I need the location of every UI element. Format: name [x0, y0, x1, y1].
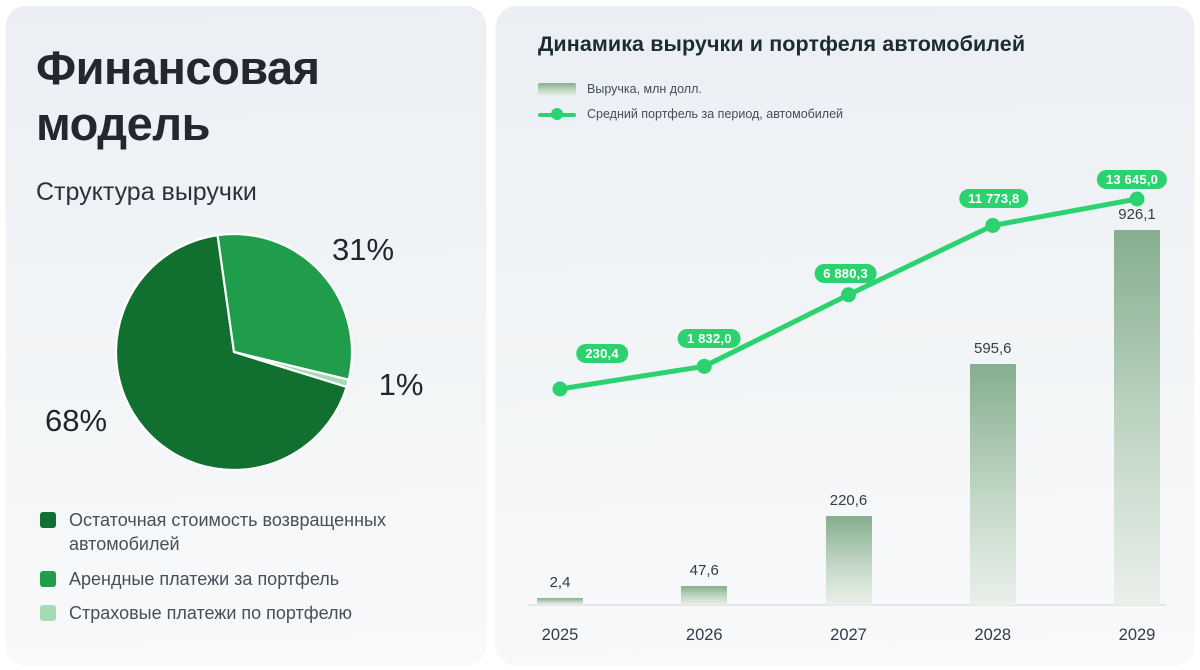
- legend-item-portfolio: Средний портфель за период, автомобилей: [538, 107, 843, 121]
- pie-slice: [232, 350, 350, 388]
- line-value-badge: 230,4: [576, 344, 628, 363]
- legend-item: Остаточная стоимость возвращенных автомо…: [40, 509, 450, 557]
- line-value-badge: 1 832,0: [677, 329, 741, 349]
- left-panel: Финансовая модель Структура выручки 68% 3…: [6, 6, 486, 664]
- legend-item-label: Страховые платежи по портфелю: [69, 603, 352, 624]
- combo-chart-legend: Выручка, млн долл. Средний портфель за пе…: [538, 82, 843, 121]
- bar-value-label: 2,4: [549, 574, 571, 591]
- bar-series-swatch: [538, 82, 576, 96]
- revenue-bar: [681, 585, 728, 605]
- bar-value-label: 47,6: [689, 561, 719, 579]
- legend-swatch: [40, 512, 56, 528]
- right-panel: Динамика выручки и портфеля автомобилей …: [496, 6, 1194, 664]
- pie-percent-label: 68%: [44, 403, 108, 438]
- line-point: [552, 381, 568, 397]
- line-point: [1129, 191, 1145, 207]
- x-axis-label: 2025: [541, 626, 579, 644]
- x-axis-label: 2029: [1118, 626, 1156, 644]
- x-axis-label: 2026: [685, 626, 723, 644]
- revenue-bar: [537, 598, 583, 605]
- x-axis-label: 2027: [830, 626, 867, 644]
- pie-chart: [114, 232, 354, 472]
- legend-item-label: Остаточная стоимость возвращенных автомо…: [69, 510, 386, 554]
- revenue-bar: [825, 515, 872, 605]
- legend-item-label: Выручка, млн долл.: [587, 82, 702, 96]
- legend-item-label: Средний портфель за период, автомобилей: [587, 107, 844, 121]
- line-point: [985, 217, 1001, 233]
- legend-item-revenue: Выручка, млн долл.: [538, 82, 843, 96]
- pie-slice: [114, 234, 348, 472]
- line-series-swatch: [538, 108, 576, 121]
- revenue-bar: [1114, 230, 1160, 605]
- legend-swatch: [40, 605, 56, 622]
- combo-chart-plot: 2,4 2025 47,6 2026 220,6 2027 595,6 2028 926,1 20…: [496, 6, 1194, 664]
- revenue-bar: [969, 363, 1016, 605]
- pie-section-title: Структура выручки: [36, 178, 257, 206]
- x-axis-line: [528, 604, 1166, 606]
- line-value-badge: 13 645,0: [1096, 169, 1168, 189]
- legend-item: Страховые платежи по портфелю: [40, 602, 450, 626]
- line-swatch-dot: [551, 108, 563, 120]
- legend-item: Арендные платежи за портфель: [40, 568, 450, 592]
- bar-value-label: 220,6: [829, 491, 868, 509]
- pie-percent-label: 31%: [331, 232, 395, 267]
- legend-swatch: [40, 570, 56, 587]
- line-value-badge: 11 773,8: [959, 189, 1029, 209]
- line-point: [841, 287, 856, 303]
- line-value-badge: 6 880,3: [814, 263, 877, 283]
- line-path: [557, 196, 1140, 392]
- x-axis-label: 2028: [974, 626, 1012, 644]
- pie-percent-label: 1%: [378, 367, 424, 402]
- bar-value-label: 926,1: [1118, 206, 1156, 223]
- legend-item-label: Арендные платежи за портфель: [69, 568, 340, 589]
- line-point: [696, 358, 712, 374]
- page-title: Финансовая модель: [36, 41, 320, 150]
- pie-slice: [216, 232, 354, 381]
- combo-chart-title: Динамика выручки и портфеля автомобилей: [538, 32, 1026, 56]
- pie-legend: Остаточная стоимость возвращенных автомо…: [40, 509, 450, 626]
- bar-value-label: 595,6: [973, 339, 1012, 357]
